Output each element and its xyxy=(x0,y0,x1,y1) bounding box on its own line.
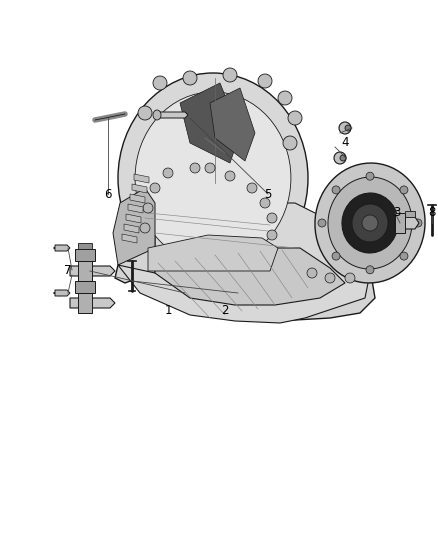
Ellipse shape xyxy=(366,266,374,274)
Polygon shape xyxy=(122,234,137,243)
Ellipse shape xyxy=(258,74,272,88)
Polygon shape xyxy=(126,214,141,223)
Polygon shape xyxy=(75,281,95,293)
Polygon shape xyxy=(55,290,70,296)
Polygon shape xyxy=(155,112,188,118)
Ellipse shape xyxy=(318,219,326,227)
Ellipse shape xyxy=(278,91,292,105)
Ellipse shape xyxy=(325,273,335,283)
Text: 5: 5 xyxy=(264,188,272,200)
Ellipse shape xyxy=(345,273,355,283)
Polygon shape xyxy=(405,211,415,217)
Ellipse shape xyxy=(225,171,235,181)
Polygon shape xyxy=(70,266,115,276)
Ellipse shape xyxy=(339,122,351,134)
Ellipse shape xyxy=(340,155,346,161)
Polygon shape xyxy=(155,248,345,305)
Polygon shape xyxy=(210,88,255,161)
Ellipse shape xyxy=(153,76,167,90)
Ellipse shape xyxy=(332,186,340,194)
Ellipse shape xyxy=(153,110,161,120)
Polygon shape xyxy=(132,184,147,193)
Ellipse shape xyxy=(247,183,257,193)
Text: 2: 2 xyxy=(221,304,229,318)
Polygon shape xyxy=(395,213,405,233)
Text: 4: 4 xyxy=(341,136,349,149)
Text: 3: 3 xyxy=(393,206,401,220)
Polygon shape xyxy=(70,298,115,308)
Polygon shape xyxy=(78,243,92,249)
Ellipse shape xyxy=(352,204,388,242)
Ellipse shape xyxy=(342,193,398,253)
Ellipse shape xyxy=(183,71,197,85)
Polygon shape xyxy=(78,293,92,313)
Polygon shape xyxy=(180,83,240,163)
Ellipse shape xyxy=(190,163,200,173)
Ellipse shape xyxy=(283,136,297,150)
Ellipse shape xyxy=(135,92,291,264)
Ellipse shape xyxy=(260,198,270,208)
Ellipse shape xyxy=(267,230,277,240)
Polygon shape xyxy=(75,249,95,261)
Text: 8: 8 xyxy=(428,206,436,220)
Text: 1: 1 xyxy=(164,304,172,318)
Ellipse shape xyxy=(223,68,237,82)
Polygon shape xyxy=(78,261,92,281)
Ellipse shape xyxy=(362,215,378,231)
Ellipse shape xyxy=(400,252,408,260)
Ellipse shape xyxy=(332,252,340,260)
Ellipse shape xyxy=(400,186,408,194)
Ellipse shape xyxy=(334,152,346,164)
Text: 7: 7 xyxy=(64,264,72,278)
Polygon shape xyxy=(130,194,145,203)
Ellipse shape xyxy=(143,203,153,213)
Ellipse shape xyxy=(307,268,317,278)
Polygon shape xyxy=(134,174,149,183)
Ellipse shape xyxy=(140,223,150,233)
Polygon shape xyxy=(115,225,375,320)
Ellipse shape xyxy=(366,172,374,180)
Polygon shape xyxy=(128,204,143,213)
Ellipse shape xyxy=(315,163,425,283)
Ellipse shape xyxy=(205,163,215,173)
Polygon shape xyxy=(345,183,395,248)
Polygon shape xyxy=(113,188,155,265)
Polygon shape xyxy=(118,203,370,323)
Polygon shape xyxy=(55,245,70,251)
Ellipse shape xyxy=(150,183,160,193)
Ellipse shape xyxy=(138,106,152,120)
Ellipse shape xyxy=(328,177,412,269)
Polygon shape xyxy=(395,217,419,229)
Ellipse shape xyxy=(118,73,308,283)
Ellipse shape xyxy=(345,125,351,131)
Ellipse shape xyxy=(267,213,277,223)
Polygon shape xyxy=(124,224,139,233)
Polygon shape xyxy=(148,235,278,271)
Ellipse shape xyxy=(163,168,173,178)
Ellipse shape xyxy=(288,111,302,125)
Text: 6: 6 xyxy=(104,188,112,200)
Ellipse shape xyxy=(414,219,422,227)
